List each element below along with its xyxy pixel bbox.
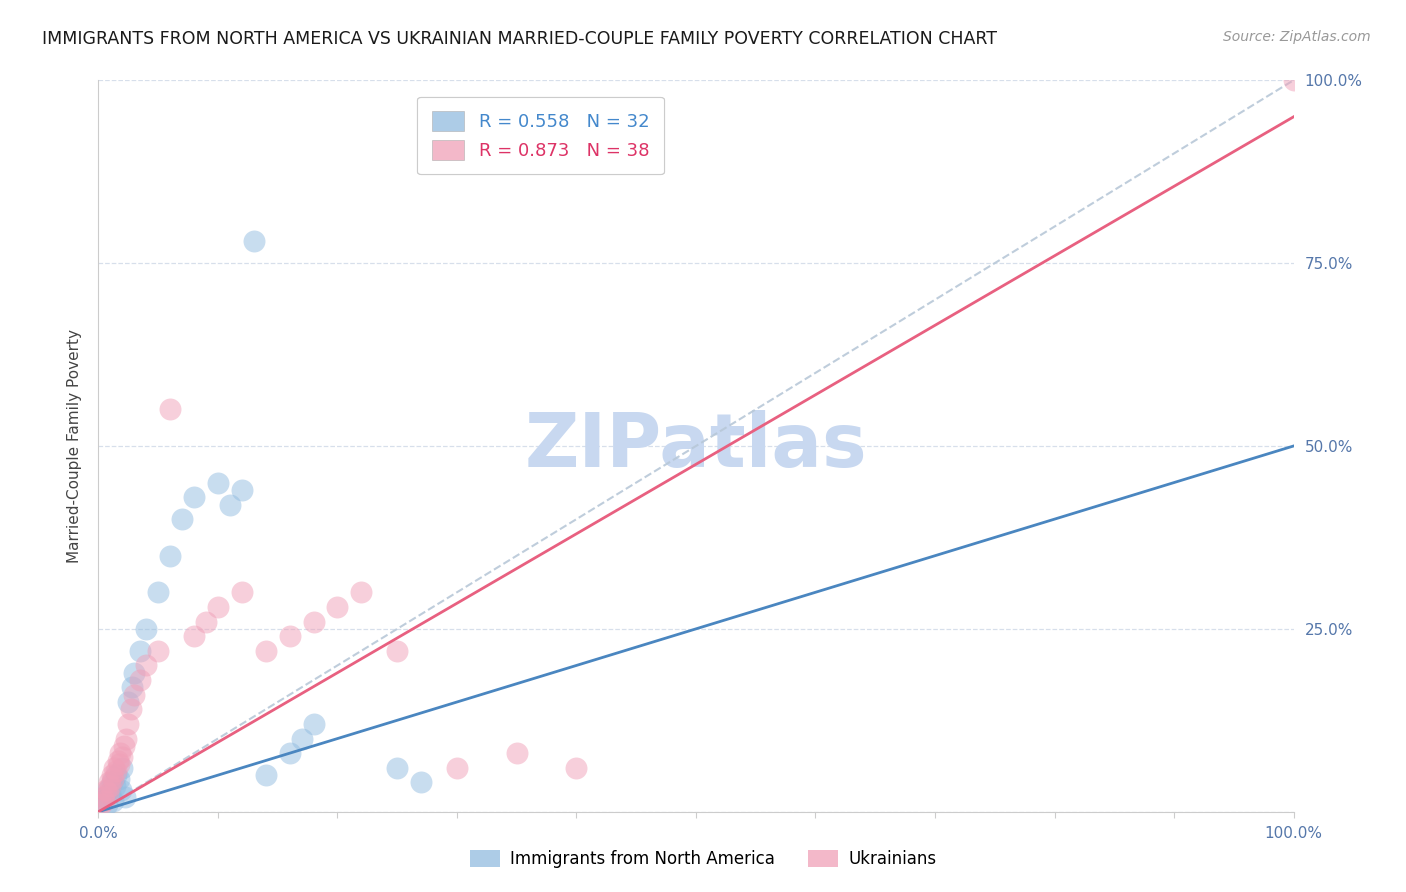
Point — [506, 746, 529, 760]
Point — [302, 717, 325, 731]
Point — [411, 775, 433, 789]
Point — [183, 629, 205, 643]
Point — [207, 475, 229, 490]
Point — [101, 794, 124, 808]
Point — [107, 757, 129, 772]
Point — [98, 779, 122, 793]
Point — [350, 585, 373, 599]
Point — [100, 775, 122, 789]
Point — [231, 483, 253, 497]
Point — [107, 754, 129, 768]
Point — [207, 599, 229, 614]
Point — [1282, 73, 1305, 87]
Point — [231, 585, 253, 599]
Point — [183, 490, 205, 504]
Point — [111, 761, 134, 775]
Point — [93, 790, 115, 805]
Legend: Immigrants from North America, Ukrainians: Immigrants from North America, Ukrainian… — [463, 843, 943, 875]
Point — [103, 761, 125, 775]
Point — [110, 782, 132, 797]
Point — [120, 702, 142, 716]
Point — [91, 790, 114, 805]
Point — [117, 717, 139, 731]
Legend: R = 0.558   N = 32, R = 0.873   N = 38: R = 0.558 N = 32, R = 0.873 N = 38 — [418, 96, 664, 174]
Point — [278, 629, 301, 643]
Point — [105, 764, 128, 779]
Point — [97, 787, 120, 801]
Point — [115, 731, 138, 746]
Point — [112, 739, 135, 753]
Point — [105, 768, 128, 782]
Point — [121, 681, 143, 695]
Text: Source: ZipAtlas.com: Source: ZipAtlas.com — [1223, 30, 1371, 45]
Point — [219, 498, 242, 512]
Point — [148, 644, 170, 658]
Point — [104, 779, 127, 793]
Point — [159, 402, 181, 417]
Point — [129, 673, 152, 687]
Point — [111, 749, 134, 764]
Point — [385, 644, 409, 658]
Point — [124, 665, 146, 680]
Point — [93, 794, 115, 808]
Point — [98, 787, 122, 801]
Point — [117, 695, 139, 709]
Point — [565, 761, 588, 775]
Point — [100, 768, 122, 782]
Point — [97, 782, 120, 797]
Point — [195, 615, 218, 629]
Point — [291, 731, 314, 746]
Point — [96, 797, 118, 812]
Point — [148, 585, 170, 599]
Point — [129, 644, 152, 658]
Point — [135, 622, 157, 636]
Point — [114, 790, 136, 805]
Point — [446, 761, 468, 775]
Point — [124, 688, 146, 702]
Point — [135, 658, 157, 673]
Text: IMMIGRANTS FROM NORTH AMERICA VS UKRAINIAN MARRIED-COUPLE FAMILY POVERTY CORRELA: IMMIGRANTS FROM NORTH AMERICA VS UKRAINI… — [42, 30, 997, 48]
Point — [159, 549, 181, 563]
Point — [94, 782, 117, 797]
Point — [172, 512, 194, 526]
Point — [254, 768, 277, 782]
Text: ZIPatlas: ZIPatlas — [524, 409, 868, 483]
Point — [90, 797, 112, 812]
Point — [101, 772, 124, 786]
Point — [107, 772, 129, 786]
Y-axis label: Married-Couple Family Poverty: Married-Couple Family Poverty — [67, 329, 83, 563]
Point — [254, 644, 277, 658]
Point — [385, 761, 409, 775]
Point — [98, 775, 121, 789]
Point — [326, 599, 349, 614]
Point — [108, 746, 131, 760]
Point — [243, 234, 266, 248]
Point — [302, 615, 325, 629]
Point — [91, 794, 114, 808]
Point — [278, 746, 301, 760]
